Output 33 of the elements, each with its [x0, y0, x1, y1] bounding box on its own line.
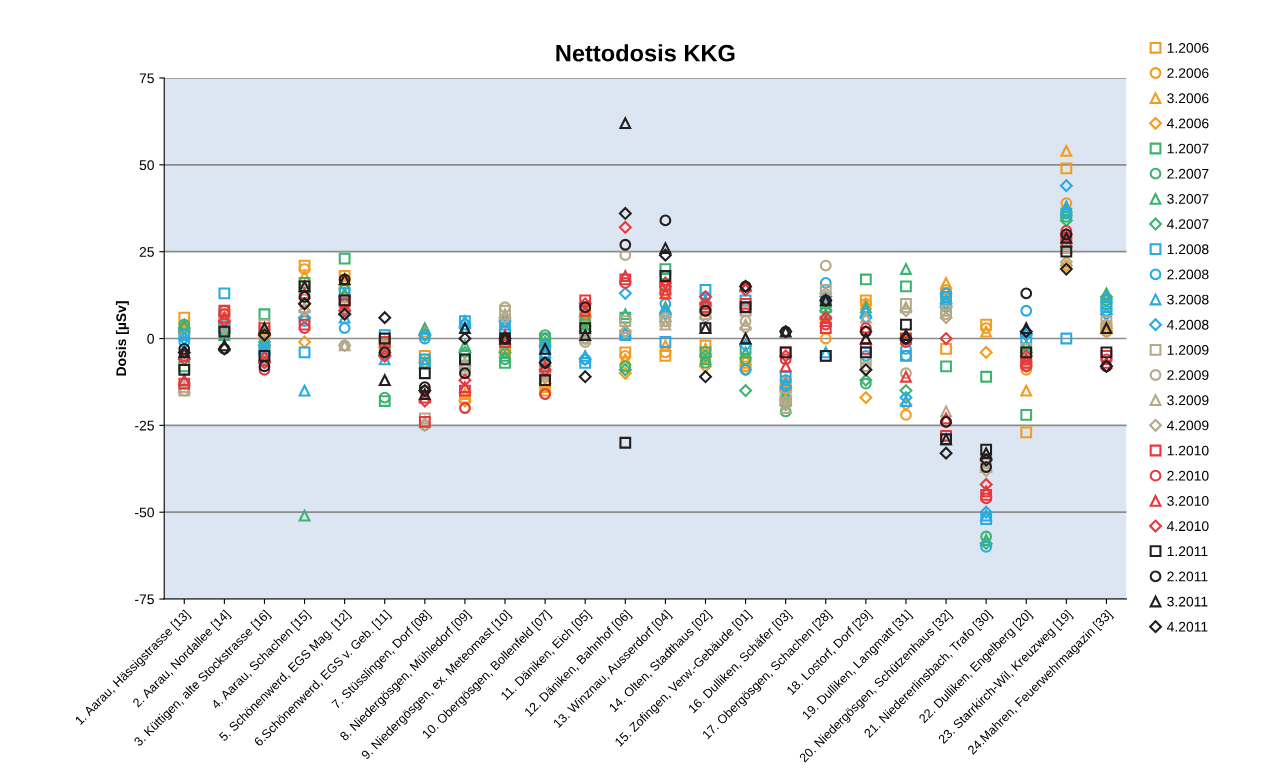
legend-label: 1.2011 [1167, 546, 1208, 557]
legend-label: 4.2006 [1166, 118, 1209, 129]
y-tick-label: 75 [139, 73, 154, 84]
legend-label: 2.2009 [1167, 370, 1209, 380]
legend-label: 1.2010 [1167, 445, 1209, 456]
y-tick-label: 0 [147, 333, 154, 344]
y-tick-label: 25 [139, 247, 154, 257]
legend-label: 4.2007 [1166, 219, 1209, 229]
legend-label: 1.2007 [1167, 143, 1209, 154]
y-tick-label: -25 [135, 420, 154, 431]
legend-label: 1.2008 [1167, 244, 1209, 255]
legend-label: 1.2006 [1167, 42, 1209, 53]
y-tick-label: -50 [135, 507, 154, 518]
chart-title: Nettodosis KKG [556, 44, 735, 62]
legend-label: 2.2007 [1167, 168, 1209, 179]
legend-label: 4.2010 [1166, 521, 1209, 532]
legend-label: 3.2008 [1167, 294, 1209, 305]
legend-label: 2.2011 [1167, 571, 1208, 582]
legend-label: 2.2010 [1167, 470, 1209, 481]
y-axis-title: Dosis [µSv] [115, 301, 129, 376]
legend-label: 2.2008 [1167, 269, 1209, 280]
legend-label: 2.2006 [1167, 68, 1209, 78]
legend-label: 3.2010 [1167, 496, 1209, 506]
legend-label: 4.2011 [1166, 621, 1208, 632]
legend-label: 3.2009 [1167, 395, 1209, 406]
y-tick-label: 50 [139, 160, 154, 171]
legend-label: 3.2006 [1167, 93, 1209, 104]
legend-label: 4.2008 [1166, 319, 1209, 330]
legend-label: 1.2009 [1167, 345, 1209, 355]
legend-label: 4.2009 [1166, 420, 1209, 431]
y-tick-label: -75 [135, 594, 154, 605]
legend-label: 3.2007 [1167, 193, 1209, 204]
legend-label: 3.2011 [1167, 596, 1208, 607]
